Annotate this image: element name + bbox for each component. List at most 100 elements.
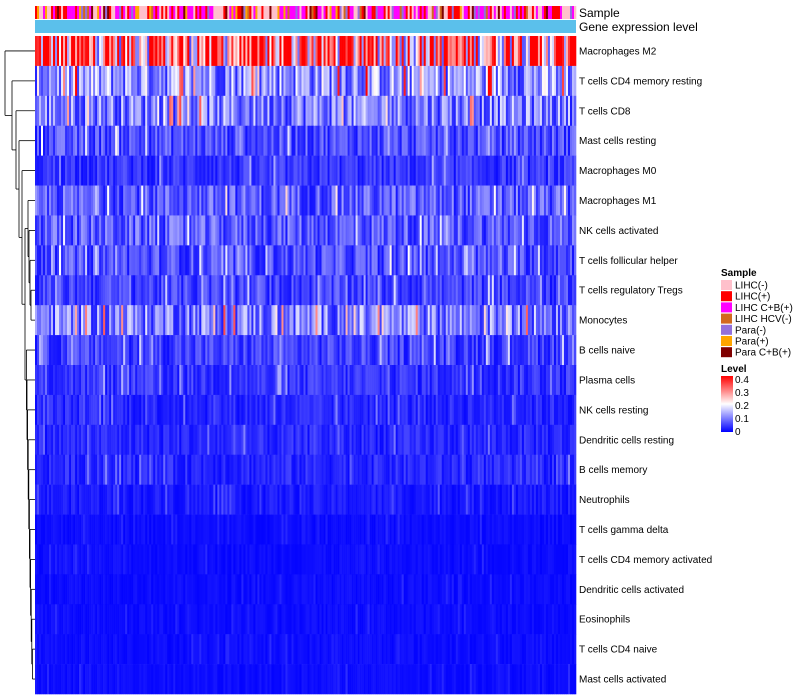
heatmap-cell [427,95,431,127]
heatmap-cell [141,514,144,545]
heatmap-cell [435,305,439,336]
heatmap-cell [185,65,188,97]
heatmap-cell [103,215,106,246]
heatmap-cell [529,125,533,156]
heatmap-cell [499,275,503,306]
heatmap-cell [569,245,573,276]
heatmap-cell [135,454,138,485]
heatmap-cell [129,275,132,306]
heatmap-cell [347,95,350,127]
heatmap-cell [163,65,166,97]
heatmap-cell [391,95,394,127]
sample-annotation-cell [201,6,204,19]
heatmap-cell [189,305,192,336]
heatmap-cell [447,514,451,545]
heatmap-cell [333,365,336,396]
heatmap-cell [135,36,138,67]
heatmap-cell [49,424,52,456]
heatmap-cell [327,365,330,396]
heatmap-cell [293,365,296,396]
heatmap-cell [59,544,62,575]
heatmap-cell [337,454,340,485]
heatmap-cell [175,185,178,216]
heatmap-cell [97,394,100,426]
heatmap-cell [211,394,214,426]
heatmap-cell [177,125,180,156]
heatmap-cell [455,335,459,366]
heatmap-cell [241,65,244,97]
heatmap-cell [183,424,186,456]
heatmap-cell [171,36,174,67]
heatmap-cell [157,275,160,306]
heatmap-cell [267,305,270,336]
heatmap-cell [189,185,192,216]
heatmap-cell [341,275,344,306]
heatmap-cell [215,454,218,485]
heatmap-cell [271,365,274,396]
heatmap-cell [525,365,529,396]
heatmap-cell [393,365,396,396]
heatmap-cell [473,335,477,366]
heatmap-cell [405,514,408,545]
sample-annotation-cell [487,6,491,19]
heatmap-cell [451,394,455,426]
heatmap-cell [523,36,527,67]
heatmap-cell [37,484,40,515]
heatmap-cell [269,185,272,216]
heatmap-cell [357,454,360,485]
heatmap-cell [91,454,94,485]
heatmap-cell [89,125,92,156]
heatmap-cell [377,65,380,97]
heatmap-cell [39,155,42,186]
heatmap-cell [99,245,102,276]
heatmap-cell [493,484,497,515]
heatmap-cell [219,365,222,396]
heatmap-cell [93,305,96,336]
heatmap-cell [427,335,431,366]
heatmap-cell [181,125,184,156]
heatmap-cell [119,454,122,485]
heatmap-cell [101,305,104,336]
heatmap-cell [319,155,322,186]
heatmap-cell [547,275,551,306]
heatmap-cell [373,65,376,97]
heatmap-cell [527,185,531,216]
sample-annotation-cell [463,6,467,19]
heatmap-cell [535,95,539,127]
heatmap-cell [133,365,136,396]
sample-annotation-cell [519,6,523,19]
heatmap-cell [547,245,551,276]
heatmap-cell [343,155,346,186]
heatmap-cell [267,155,270,186]
heatmap-cell [425,335,429,366]
heatmap-cell [167,215,170,246]
heatmap-cell [355,394,358,426]
heatmap-cell [395,514,398,545]
heatmap-cell [483,95,487,127]
heatmap-cell [141,335,144,366]
heatmap-cell [35,305,38,336]
heatmap-cell [241,245,244,276]
sample-annotation-cell [365,6,368,19]
heatmap-cell [187,514,190,545]
heatmap-cell [361,185,364,216]
heatmap-cell [339,454,342,485]
heatmap-cell [505,484,509,515]
heatmap-cell [213,65,216,97]
heatmap-cell [295,305,298,336]
heatmap-cell [105,155,108,186]
heatmap-cell [193,155,196,186]
heatmap-cell [119,544,122,575]
heatmap-cell [79,424,82,456]
heatmap-cell [415,394,418,426]
heatmap-cell [547,36,551,67]
heatmap-cell [563,454,567,485]
heatmap-cell [59,454,62,485]
heatmap-cell [561,36,565,67]
heatmap-cell [399,155,402,186]
heatmap-cell [251,394,254,426]
sample-annotation-cell [471,6,475,19]
heatmap-cell [329,275,332,306]
heatmap-cell [91,185,94,216]
heatmap-cell [439,454,443,485]
